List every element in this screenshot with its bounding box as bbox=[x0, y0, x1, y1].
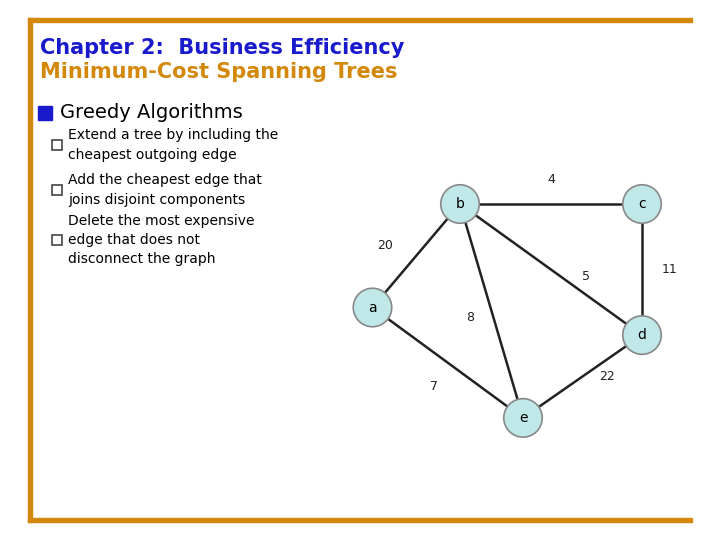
Bar bbox=[52, 235, 62, 245]
Text: b: b bbox=[456, 197, 464, 211]
Bar bbox=[52, 140, 62, 150]
Text: 5: 5 bbox=[582, 270, 590, 283]
Text: Chapter 2:  Business Efficiency: Chapter 2: Business Efficiency bbox=[40, 38, 405, 58]
Text: 22: 22 bbox=[599, 370, 615, 383]
Text: c: c bbox=[638, 197, 646, 211]
Text: 11: 11 bbox=[662, 263, 678, 276]
Circle shape bbox=[623, 185, 661, 223]
Text: 8: 8 bbox=[467, 312, 474, 325]
Bar bbox=[28, 518, 692, 522]
Text: Greedy Algorithms: Greedy Algorithms bbox=[60, 104, 243, 123]
Text: 20: 20 bbox=[377, 239, 392, 252]
Bar bbox=[28, 18, 32, 522]
Text: e: e bbox=[518, 411, 527, 425]
Bar bbox=[52, 185, 62, 195]
Text: Extend a tree by including the
cheapest outgoing edge: Extend a tree by including the cheapest … bbox=[68, 128, 278, 162]
Bar bbox=[38, 106, 52, 120]
Text: 4: 4 bbox=[547, 173, 555, 186]
Text: 7: 7 bbox=[430, 380, 438, 393]
Circle shape bbox=[441, 185, 480, 223]
Circle shape bbox=[623, 316, 661, 354]
Text: Add the cheapest edge that
joins disjoint components: Add the cheapest edge that joins disjoin… bbox=[68, 173, 262, 207]
Circle shape bbox=[354, 288, 392, 327]
Bar bbox=[28, 18, 692, 22]
Text: d: d bbox=[638, 328, 647, 342]
Text: Minimum-Cost Spanning Trees: Minimum-Cost Spanning Trees bbox=[40, 62, 397, 82]
Text: a: a bbox=[368, 300, 377, 314]
Text: Delete the most expensive
edge that does not
disconnect the graph: Delete the most expensive edge that does… bbox=[68, 213, 254, 267]
Circle shape bbox=[504, 399, 542, 437]
